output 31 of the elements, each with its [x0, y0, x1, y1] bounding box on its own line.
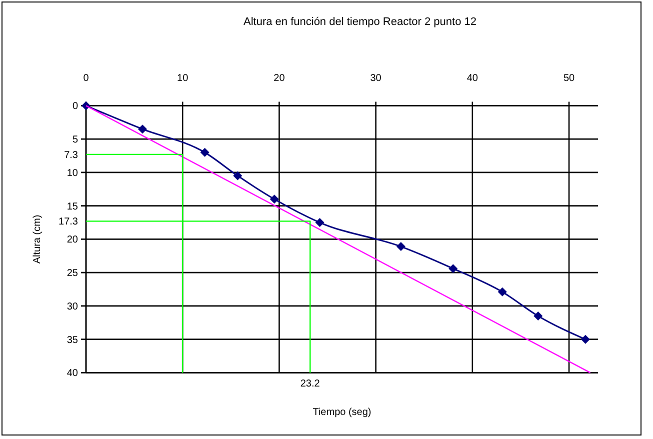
x-tick-label: 40: [466, 73, 478, 84]
y-tick-label: 15: [66, 201, 78, 212]
y-tick-label: 10: [66, 168, 78, 179]
point: [233, 171, 242, 180]
y-tick-label: 20: [66, 234, 78, 246]
point: [200, 148, 210, 157]
point: [580, 334, 590, 344]
point: [396, 242, 406, 252]
y-tick-label: 17.3: [58, 216, 78, 228]
y-tick-label: 30: [66, 301, 78, 312]
x-tick-label: 0: [83, 73, 90, 84]
y-axis-title: Altura (cm): [32, 214, 43, 264]
x-axis-title: Tiempo (seg): [312, 407, 372, 418]
x-tick-label: 30: [370, 73, 382, 84]
x-tick-label: 20: [274, 73, 286, 84]
point: [315, 218, 324, 228]
y-tick-label: 40: [66, 368, 78, 380]
point: [138, 124, 148, 134]
point: [270, 194, 279, 204]
point: [534, 311, 543, 320]
point: [498, 287, 507, 296]
y-tick-label: 35: [66, 334, 78, 346]
y-tick-label: 0: [72, 101, 78, 112]
y-tick-label: 25: [66, 268, 78, 280]
y-tick-label: 5: [72, 134, 78, 146]
x-tick-label: 50: [563, 73, 576, 84]
y-tick-label: 7.3: [64, 150, 78, 161]
point: [448, 264, 458, 274]
x-tick-label: 10: [177, 73, 189, 84]
chart-title: Altura en función del tiempo Reactor 2 punto 12: [244, 16, 476, 28]
annotation: 23.2: [300, 378, 320, 390]
